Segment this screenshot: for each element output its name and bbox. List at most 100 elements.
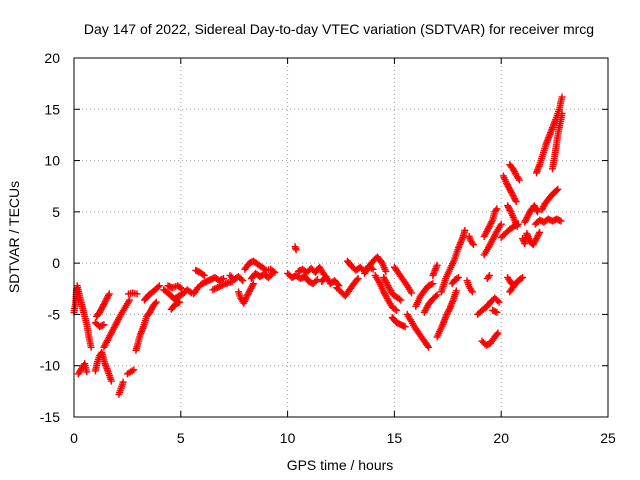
data-point [433,261,441,269]
data-point [128,367,136,375]
data-point [218,281,226,289]
x-tick-label: 10 [280,430,296,446]
data-point [512,198,520,206]
data-point [554,185,562,193]
data-point [176,298,184,306]
data-point [96,307,104,315]
data-point [504,202,512,210]
data-point [292,246,300,254]
data-point [395,295,403,303]
data-point [509,191,517,199]
data-point [96,308,104,316]
data-point [508,190,516,198]
data-point [99,302,107,310]
data-point [102,296,110,304]
data-point [401,323,409,331]
data-point [391,305,399,313]
data-point [461,226,469,234]
data-point [519,274,527,282]
y-tick-labels: -15 -10 -5 0 5 10 15 20 [40,50,60,425]
data-point [505,205,513,213]
data-point [511,196,519,204]
data-point [215,283,223,291]
plot-frame [73,57,609,418]
data-point [126,296,134,304]
data-points [70,93,566,398]
data-point [503,179,511,187]
data-point [444,309,452,317]
data-point [468,288,476,296]
data-point [494,329,502,337]
data-point [176,284,184,292]
data-point [539,203,547,211]
data-point [495,298,503,306]
data-point [530,202,538,210]
data-point [529,241,537,249]
data-point [453,275,461,283]
data-point [155,282,163,290]
data-point [147,305,155,313]
data-point [246,286,254,294]
data-point [534,208,542,216]
y-tick-label: 0 [52,255,60,271]
data-point [393,306,401,314]
y-tick-label: 20 [44,50,60,66]
data-point [558,109,566,117]
data-point [517,275,525,283]
data-point [130,366,138,374]
x-tick-label: 5 [177,430,185,446]
data-point [87,343,95,351]
data-point [504,203,512,211]
data-point [152,298,160,306]
data-point [249,281,257,289]
data-point [397,296,405,304]
data-point [245,287,253,295]
data-point [539,204,547,212]
data-point [146,308,154,316]
x-tick-label: 15 [387,430,403,446]
data-point [503,181,511,189]
data-point [354,275,362,283]
data-point [532,235,540,243]
data-point [497,220,505,228]
x-tick-labels: 0 5 10 15 20 25 [70,430,616,446]
data-point [220,280,228,288]
data-point [178,285,186,293]
data-point [493,330,501,338]
x-tick-label: 0 [70,430,78,446]
data-point [200,271,208,279]
data-point [103,295,111,303]
data-point [104,291,112,299]
y-tick-label: -15 [40,409,60,425]
data-point [100,321,108,329]
y-tick-label: 5 [52,204,60,220]
data-point [492,206,500,214]
data-point [531,238,539,246]
data-point [210,285,218,293]
data-point [494,297,502,305]
data-point [524,212,532,220]
data-point [245,289,253,297]
data-point [530,239,538,247]
data-point [533,233,541,241]
data-point [536,228,544,236]
data-point [214,284,222,292]
data-point [493,205,501,213]
data-point [484,273,492,281]
data-point [445,306,453,314]
data-point [382,267,390,275]
data-point [485,271,493,279]
data-point [510,166,518,174]
chart-title: Day 147 of 2022, Sidereal Day-to-day VTE… [84,21,594,37]
data-point [507,187,515,195]
data-point [521,217,529,225]
data-point [504,182,512,190]
data-point [353,276,361,284]
data-point [515,176,523,184]
data-point [217,282,225,290]
data-point [513,222,521,230]
data-point [243,292,251,300]
data-point [553,186,561,194]
y-tick-label: -10 [40,358,60,374]
